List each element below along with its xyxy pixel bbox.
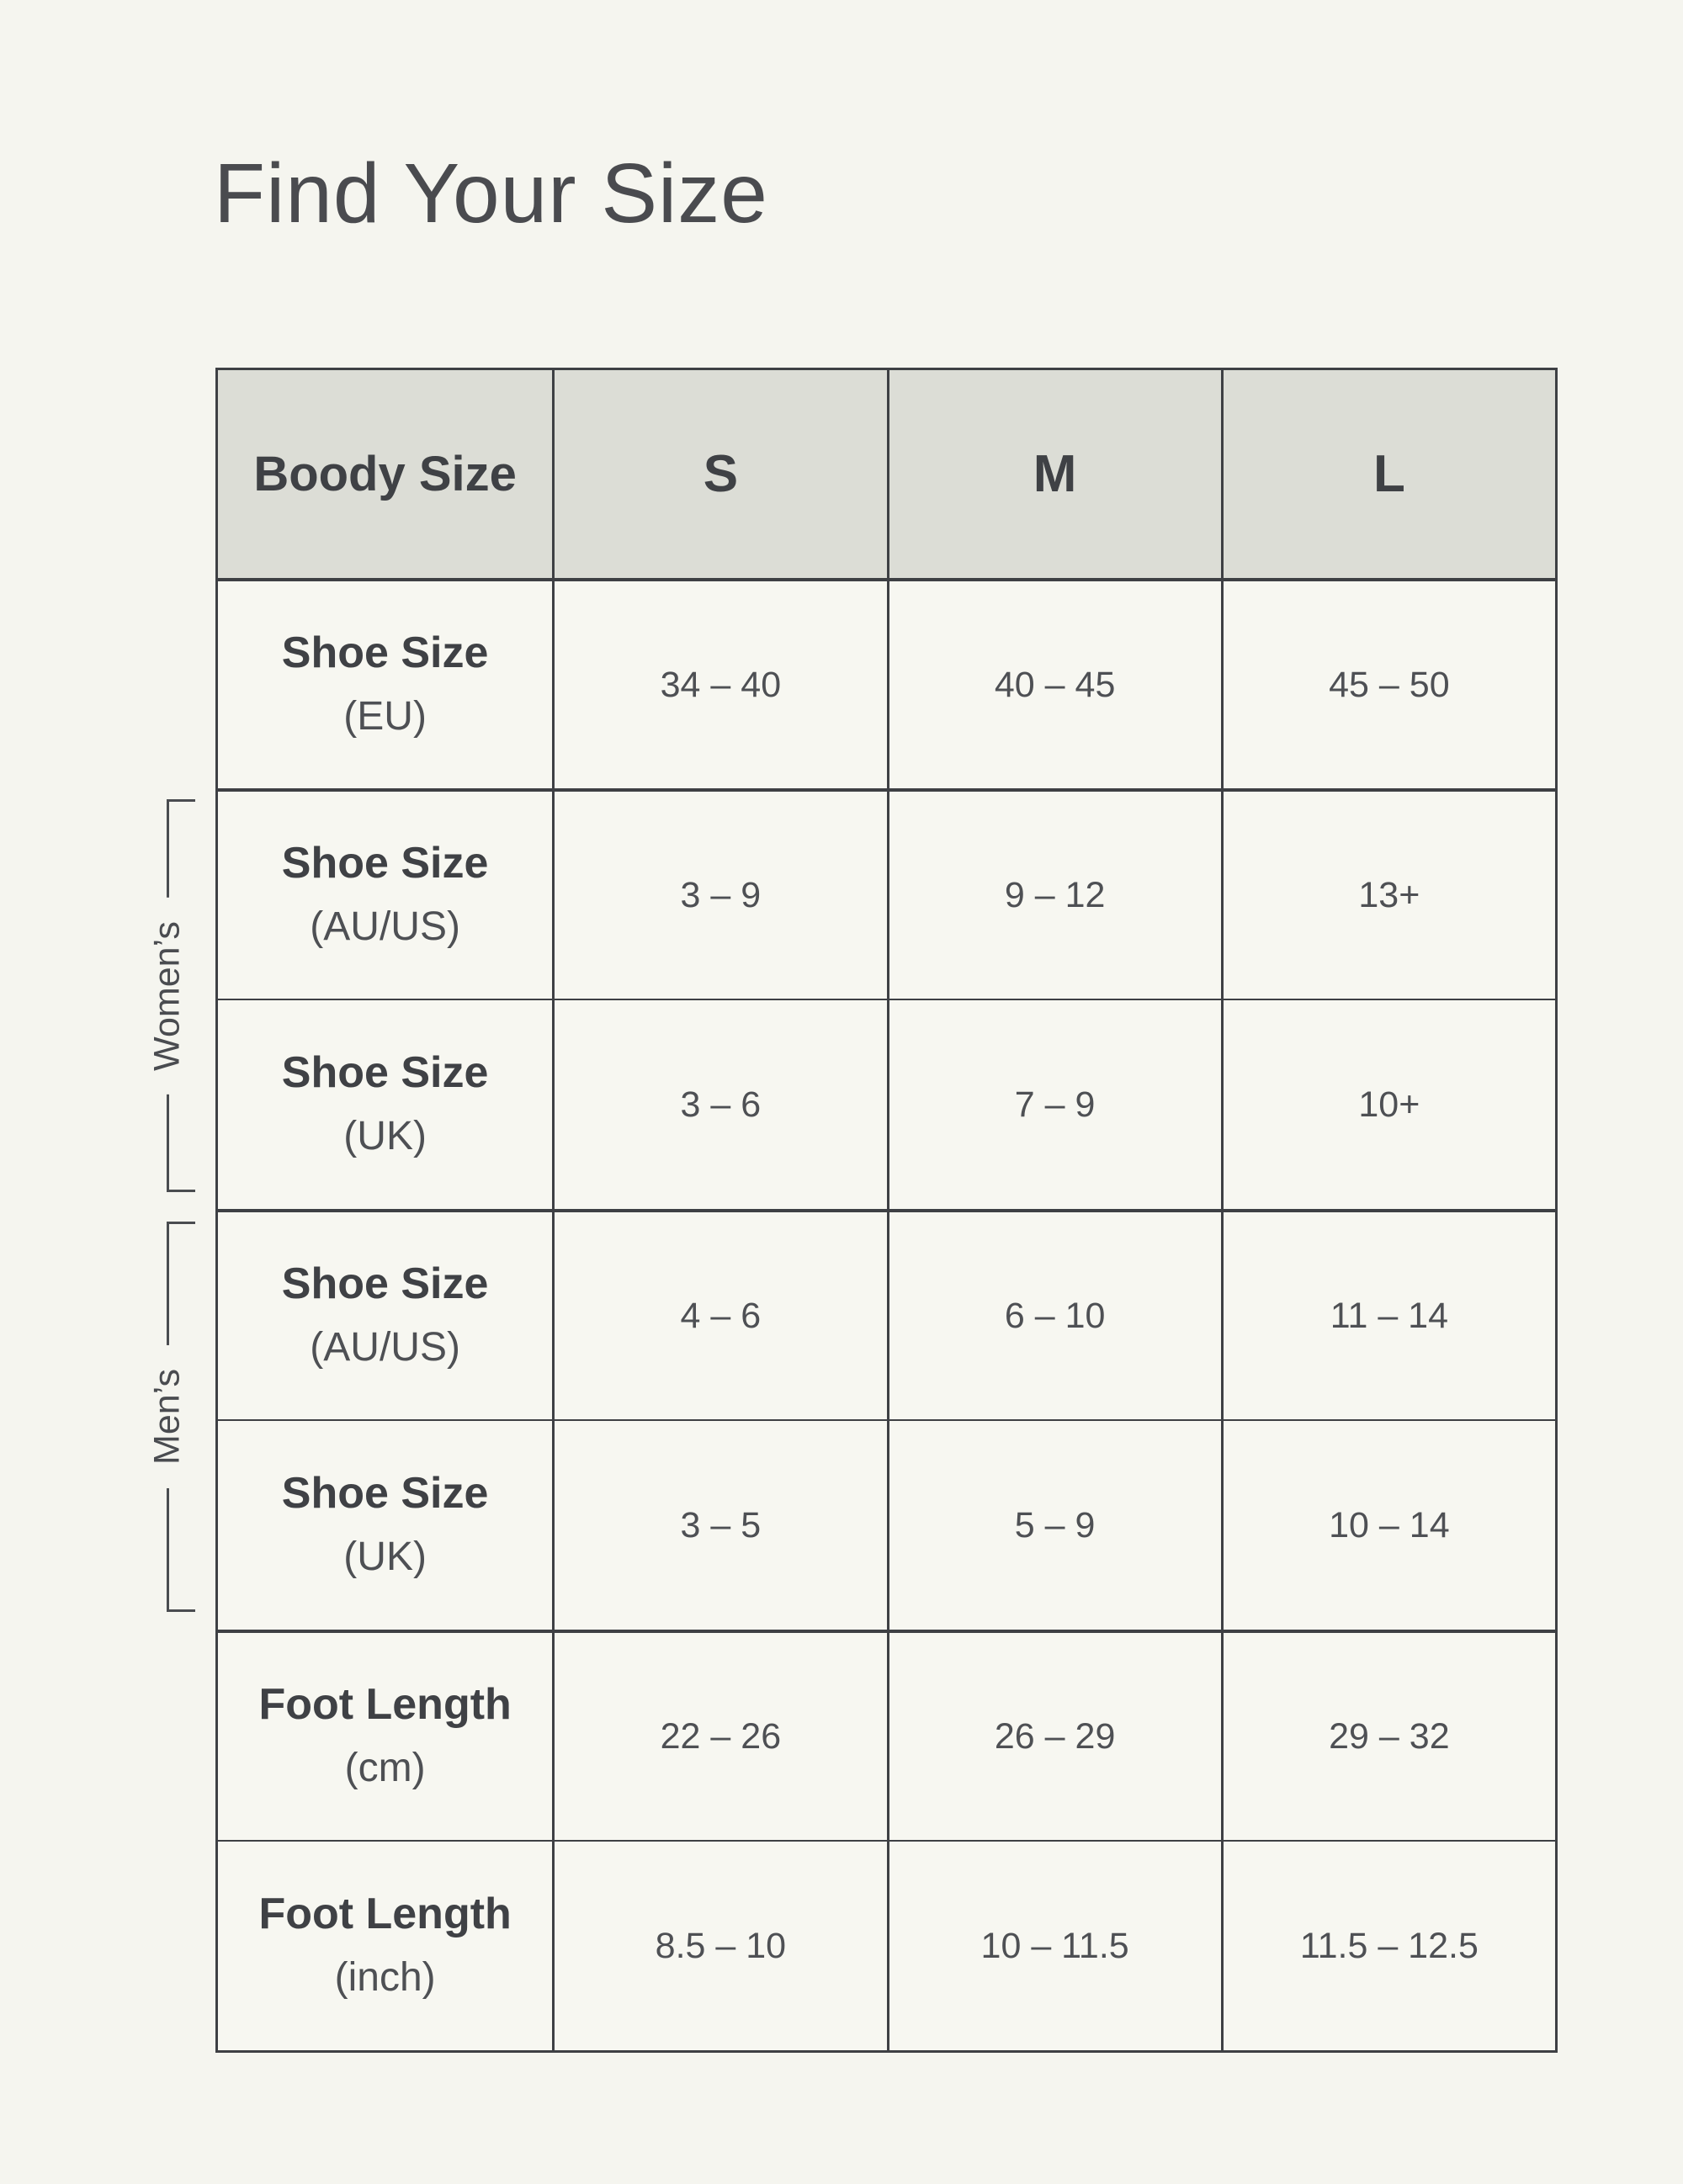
row-header-cell: Shoe Size (AU/US) bbox=[218, 792, 552, 999]
value-cell-m: 9 – 12 bbox=[886, 792, 1221, 999]
value-cell-l: 10 – 14 bbox=[1220, 1421, 1555, 1630]
row-unit: (AU/US) bbox=[310, 904, 460, 949]
value-text: 34 – 40 bbox=[660, 664, 782, 705]
header-size-s: S bbox=[703, 445, 739, 503]
value-cell-s: 3 – 6 bbox=[552, 1000, 886, 1209]
table-header-row: Boody Size S M L bbox=[218, 370, 1555, 578]
row-label: Foot Length bbox=[258, 1680, 512, 1729]
mens-bracket-label: Men’s bbox=[141, 1345, 194, 1488]
value-text: 45 – 50 bbox=[1329, 664, 1450, 705]
value-text: 5 – 9 bbox=[1014, 1504, 1096, 1545]
value-text: 3 – 9 bbox=[680, 874, 762, 915]
value-cell-l: 29 – 32 bbox=[1220, 1633, 1555, 1840]
value-cell-l: 10+ bbox=[1220, 1000, 1555, 1209]
value-text: 11 – 14 bbox=[1330, 1295, 1449, 1336]
table-row-foot-length-cm: Foot Length (cm) 22 – 26 26 – 29 29 – 32 bbox=[218, 1630, 1555, 1840]
row-header-cell: Foot Length (inch) bbox=[218, 1842, 552, 2050]
page-title: Find Your Size bbox=[214, 146, 768, 241]
row-header-cell: Shoe Size (AU/US) bbox=[218, 1212, 552, 1419]
value-cell-m: 26 – 29 bbox=[886, 1633, 1221, 1840]
value-text: 10 – 11.5 bbox=[980, 1925, 1129, 1966]
header-cell-size-m: M bbox=[886, 370, 1221, 578]
header-size-l: L bbox=[1372, 445, 1405, 503]
size-table: Boody Size S M L Shoe Size (EU) 34 – 40 … bbox=[215, 368, 1558, 2053]
header-label: Boody Size bbox=[253, 447, 517, 501]
row-header-cell: Shoe Size (UK) bbox=[218, 1000, 552, 1209]
value-cell-m: 6 – 10 bbox=[886, 1212, 1221, 1419]
value-cell-m: 10 – 11.5 bbox=[886, 1842, 1221, 2050]
row-label: Shoe Size bbox=[281, 839, 489, 888]
value-text: 6 – 10 bbox=[1004, 1295, 1106, 1336]
row-label: Foot Length bbox=[258, 1890, 512, 1938]
header-cell-size-l: L bbox=[1220, 370, 1555, 578]
table-row-mens-shoe-size-au-us: Shoe Size (AU/US) 4 – 6 6 – 10 11 – 14 bbox=[218, 1209, 1555, 1419]
table-row-womens-shoe-size-uk: Shoe Size (UK) 3 – 6 7 – 9 10+ bbox=[218, 999, 1555, 1209]
value-cell-m: 7 – 9 bbox=[886, 1000, 1221, 1209]
table-row-womens-shoe-size-au-us: Shoe Size (AU/US) 3 – 9 9 – 12 13+ bbox=[218, 788, 1555, 999]
value-text: 13+ bbox=[1358, 874, 1420, 915]
row-header-cell: Shoe Size (UK) bbox=[218, 1421, 552, 1630]
row-label: Shoe Size bbox=[281, 628, 489, 677]
table-row-mens-shoe-size-uk: Shoe Size (UK) 3 – 5 5 – 9 10 – 14 bbox=[218, 1419, 1555, 1630]
row-unit: (EU) bbox=[343, 694, 427, 739]
value-cell-s: 22 – 26 bbox=[552, 1633, 886, 1840]
value-text: 10+ bbox=[1358, 1084, 1420, 1125]
value-text: 40 – 45 bbox=[994, 664, 1116, 705]
row-unit: (inch) bbox=[334, 1955, 436, 2000]
value-cell-l: 11 – 14 bbox=[1220, 1212, 1555, 1419]
value-text: 10 – 14 bbox=[1329, 1504, 1450, 1545]
womens-group-bracket: Women’s bbox=[141, 799, 195, 1192]
value-text: 29 – 32 bbox=[1329, 1715, 1450, 1757]
row-label: Shoe Size bbox=[281, 1469, 489, 1518]
value-text: 9 – 12 bbox=[1004, 874, 1106, 915]
header-cell-boody-size: Boody Size bbox=[218, 370, 552, 578]
row-unit: (UK) bbox=[343, 1114, 427, 1158]
value-cell-l: 45 – 50 bbox=[1220, 581, 1555, 788]
header-size-m: M bbox=[1033, 445, 1077, 503]
value-text: 11.5 – 12.5 bbox=[1299, 1925, 1479, 1966]
value-text: 3 – 5 bbox=[680, 1504, 762, 1545]
value-text: 8.5 – 10 bbox=[655, 1925, 787, 1966]
value-cell-s: 34 – 40 bbox=[552, 581, 886, 788]
value-cell-s: 3 – 5 bbox=[552, 1421, 886, 1630]
row-unit: (cm) bbox=[344, 1746, 426, 1790]
row-unit: (UK) bbox=[343, 1535, 427, 1579]
value-cell-l: 11.5 – 12.5 bbox=[1220, 1842, 1555, 2050]
header-cell-size-s: S bbox=[552, 370, 886, 578]
table-row-foot-length-inch: Foot Length (inch) 8.5 – 10 10 – 11.5 11… bbox=[218, 1840, 1555, 2050]
table-row-shoe-size-eu: Shoe Size (EU) 34 – 40 40 – 45 45 – 50 bbox=[218, 578, 1555, 788]
row-label: Shoe Size bbox=[281, 1259, 489, 1308]
value-text: 4 – 6 bbox=[680, 1295, 762, 1336]
value-cell-s: 8.5 – 10 bbox=[552, 1842, 886, 2050]
value-cell-m: 40 – 45 bbox=[886, 581, 1221, 788]
value-text: 7 – 9 bbox=[1014, 1084, 1096, 1125]
row-header-cell: Shoe Size (EU) bbox=[218, 581, 552, 788]
row-unit: (AU/US) bbox=[310, 1325, 460, 1370]
mens-group-bracket: Men’s bbox=[141, 1222, 195, 1612]
value-cell-l: 13+ bbox=[1220, 792, 1555, 999]
womens-bracket-label: Women’s bbox=[141, 897, 194, 1095]
value-text: 3 – 6 bbox=[680, 1084, 762, 1125]
value-text: 26 – 29 bbox=[994, 1715, 1116, 1757]
row-header-cell: Foot Length (cm) bbox=[218, 1633, 552, 1840]
value-cell-s: 4 – 6 bbox=[552, 1212, 886, 1419]
value-text: 22 – 26 bbox=[660, 1715, 782, 1757]
value-cell-s: 3 – 9 bbox=[552, 792, 886, 999]
value-cell-m: 5 – 9 bbox=[886, 1421, 1221, 1630]
row-label: Shoe Size bbox=[281, 1048, 489, 1097]
